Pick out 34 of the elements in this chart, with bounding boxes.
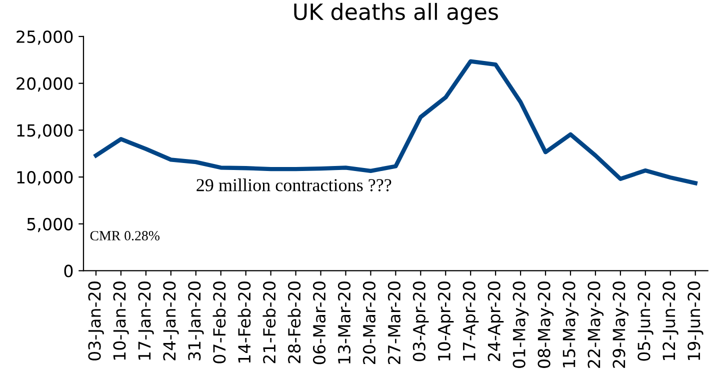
x-tick-label: 22-May-20 xyxy=(588,282,604,368)
chart-title: UK deaths all ages xyxy=(294,2,498,24)
x-tick-label: 24-Apr-20 xyxy=(488,282,504,362)
x-tick-label: 15-May-20 xyxy=(562,282,579,368)
y-tick-label: 15,000 xyxy=(17,124,73,138)
x-tick-label: 07-Feb-20 xyxy=(212,282,226,364)
y-tick-label: 20,000 xyxy=(16,77,73,92)
x-tick-label: 08-May-20 xyxy=(538,282,554,368)
x-tick-label: 24-Jan-20 xyxy=(163,282,179,360)
x-tick-label: 14-Feb-20 xyxy=(238,282,251,363)
annotation: 29 million contractions ??? xyxy=(196,178,392,192)
y-tick-label: 10,000 xyxy=(17,170,73,186)
x-tick-label: 03-Apr-20 xyxy=(412,282,429,362)
y-tick-label: 5,000 xyxy=(27,218,73,232)
x-tick-label: 29-May-20 xyxy=(612,282,629,368)
x-tick-label: 03-Jan-20 xyxy=(88,282,104,360)
x-tick-label: 21-Feb-20 xyxy=(262,282,276,364)
x-tick-label: 27-Mar-20 xyxy=(388,282,401,364)
x-tick-label: 20-Mar-20 xyxy=(362,282,376,364)
x-tick-label: 13-Mar-20 xyxy=(338,282,351,364)
y-tick-label: 0 xyxy=(64,264,73,278)
x-tick-label: 17-Apr-20 xyxy=(462,282,479,360)
x-tick-label: 10-Jan-20 xyxy=(113,282,129,360)
x-tick-label: 17-Jan-20 xyxy=(138,282,154,360)
x-tick-label: 06-Mar-20 xyxy=(312,282,326,364)
x-tick-label: 31-Jan-20 xyxy=(188,282,204,360)
x-tick-label: 28-Feb-20 xyxy=(288,282,301,364)
x-tick-label: 05-Jun-20 xyxy=(638,282,654,361)
x-tick-label: 19-Jun-20 xyxy=(688,282,704,360)
x-tick-label: 12-Jun-20 xyxy=(662,282,678,360)
x-tick-label: 01-May-20 xyxy=(512,282,529,368)
x-tick-label: 10-Apr-20 xyxy=(438,282,454,360)
annotation: CMR 0.28% xyxy=(90,231,160,240)
y-tick-label: 25,000 xyxy=(16,30,73,45)
